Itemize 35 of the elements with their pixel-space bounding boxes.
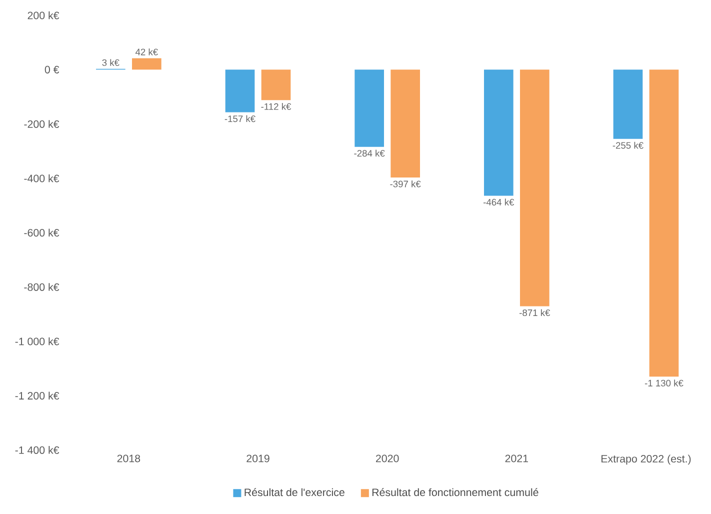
y-tick-label: -1 400 k€: [15, 446, 60, 454]
data-label: 3 k€: [102, 59, 120, 66]
bar: [132, 58, 162, 70]
data-label: -284 k€: [354, 150, 385, 157]
data-label: -157 k€: [224, 115, 256, 122]
y-tick-label: -400 k€: [24, 174, 60, 182]
y-tick-label: -600 k€: [24, 228, 60, 237]
bar: [225, 70, 255, 112]
data-label: -464 k€: [484, 198, 514, 206]
x-tick-label: 2019: [246, 454, 270, 462]
data-label: -1 130 k€: [644, 380, 684, 386]
x-tick-label: 2020: [376, 454, 399, 462]
data-label: 42 k€: [135, 48, 158, 56]
bar: [649, 70, 679, 377]
data-label: -255 k€: [612, 142, 644, 149]
y-tick-label: -200 k€: [24, 120, 60, 128]
data-label: -871 k€: [520, 309, 550, 316]
data-label: -397 k€: [390, 180, 421, 188]
bar: [354, 70, 384, 147]
bar: [520, 70, 550, 306]
y-tick-label: -1 200 k€: [15, 392, 60, 400]
y-tick-label: -800 k€: [24, 283, 60, 291]
data-label: -112 k€: [261, 103, 292, 110]
legend-label: Résultat de fonctionnement cumulé: [372, 488, 538, 496]
bar: [613, 70, 643, 139]
x-tick-label: Extrapo 2022 (est.): [602, 454, 691, 465]
x-tick-label: 2021: [505, 454, 528, 462]
x-tick-label: 2018: [117, 454, 140, 462]
y-tick-label: -1 000 k€: [15, 337, 60, 346]
legend-label: Résultat de l'exercice: [244, 488, 344, 496]
bar: [484, 70, 514, 196]
bar: [261, 70, 291, 100]
y-tick-label: 200 k€: [28, 11, 60, 20]
y-tick-label: 0 €: [44, 66, 60, 74]
bar: [390, 70, 420, 178]
